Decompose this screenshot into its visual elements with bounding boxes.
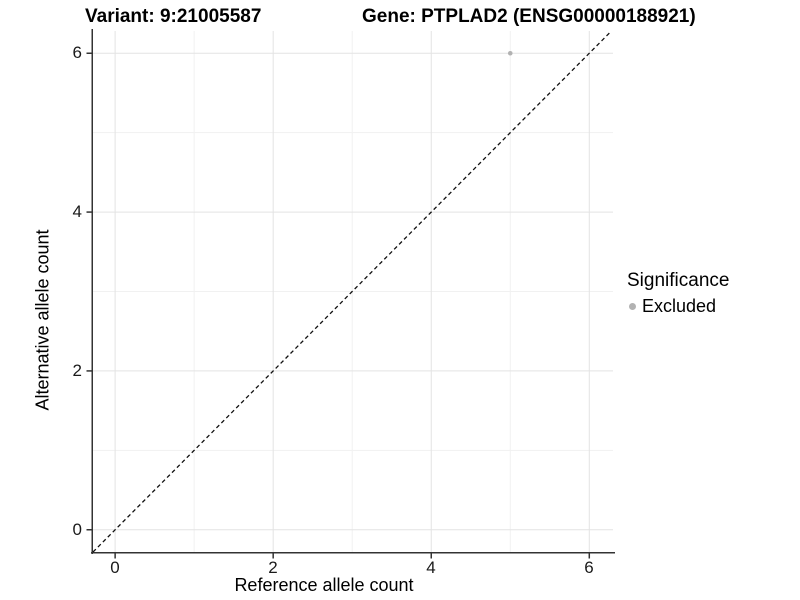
y-tick-label-6: 6 — [72, 43, 82, 62]
y-tick-label-2: 2 — [72, 361, 82, 380]
x-tick-label-2: 2 — [268, 558, 278, 577]
y-tick-label-0: 0 — [72, 520, 82, 539]
legend-item-label: Excluded — [642, 296, 717, 316]
excluded-point-icon — [629, 302, 636, 310]
variant-title: Variant: 9:21005587 — [85, 6, 262, 27]
identity-line — [92, 30, 612, 553]
x-tick-label-6: 6 — [584, 558, 594, 577]
x-axis-title: Reference allele count — [234, 575, 414, 595]
legend: Significance Excluded — [627, 270, 729, 316]
x-tick-label-0: 0 — [110, 558, 120, 577]
gene-title: Gene: PTPLAD2 (ENSG00000188921) — [362, 6, 696, 27]
y-axis-title: Alternative allele count — [32, 229, 53, 411]
x-tick-label-4: 4 — [426, 558, 436, 577]
legend-item-excluded: Excluded — [627, 296, 729, 316]
y-tick-label-4: 4 — [72, 202, 82, 221]
data-point — [507, 50, 513, 56]
legend-title: Significance — [627, 270, 730, 291]
